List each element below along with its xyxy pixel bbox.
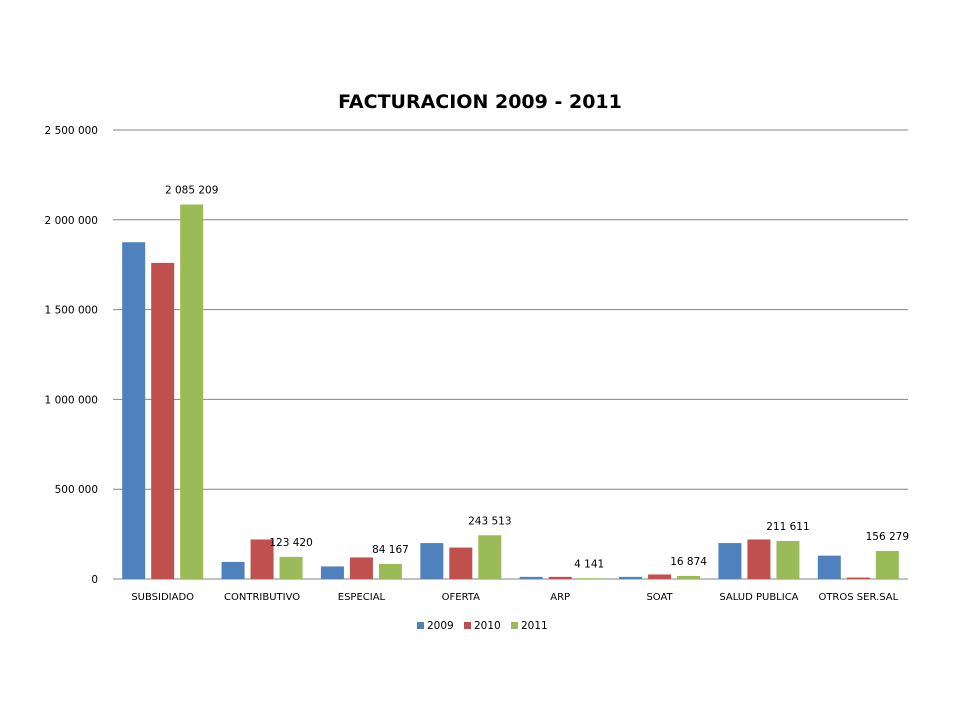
bar: [478, 535, 502, 579]
legend-swatch: [511, 622, 518, 629]
data-label: 84 167: [372, 544, 409, 556]
bar: [420, 543, 444, 579]
x-tick-label: OFERTA: [442, 592, 480, 603]
data-label: 16 874: [670, 556, 707, 568]
legend-swatch: [464, 622, 471, 629]
x-tick-label: CONTRIBUTIVO: [224, 592, 300, 603]
x-tick-label: SUBSIDIADO: [131, 592, 194, 603]
legend-label: 2010: [474, 620, 501, 632]
y-tick-label: 0: [91, 574, 98, 586]
data-label: 123 420: [269, 537, 312, 549]
data-label: 243 513: [468, 515, 511, 527]
bar: [648, 574, 672, 579]
bar: [378, 563, 402, 579]
bar: [718, 543, 742, 579]
data-label: 211 611: [766, 521, 809, 533]
data-label: 2 085 209: [165, 184, 218, 196]
data-labels: 2 085 209 123 420 84 167 243 513 4 141 16 874…: [165, 184, 909, 570]
data-label: 4 141: [574, 558, 604, 570]
chart-title: FACTURACION 2009 - 2011: [338, 91, 622, 113]
bar: [747, 539, 771, 579]
bar: [548, 576, 572, 579]
bar: [817, 555, 841, 579]
bar: [449, 547, 473, 579]
legend-label: 2011: [521, 620, 548, 632]
y-axis-ticks: 0 500 000 1 000 000 1 500 000 2 000 000 2 500…: [45, 125, 98, 586]
x-axis-ticks: SUBSIDIADO CONTRIBUTIVO ESPECIAL OFERTA ARP S…: [131, 592, 898, 603]
bar: [151, 262, 175, 579]
bar: [677, 575, 701, 579]
y-tick-label: 500 000: [55, 484, 98, 496]
x-tick-label: ESPECIAL: [338, 592, 386, 603]
bars: [122, 204, 899, 579]
y-tick-label: 2 000 000: [45, 215, 98, 227]
bar: [279, 556, 303, 579]
bar: [875, 550, 899, 579]
bar: [250, 539, 274, 579]
x-tick-label: ARP: [550, 592, 570, 603]
x-tick-label: OTROS SER.SAL: [818, 592, 898, 603]
bar: [619, 576, 643, 579]
bar: [320, 566, 344, 579]
bar: [349, 557, 373, 579]
bar: [519, 576, 543, 579]
y-tick-label: 1 000 000: [45, 394, 98, 406]
data-label: 156 279: [866, 531, 909, 543]
bar: [180, 204, 204, 579]
bar: [122, 242, 146, 579]
bar: [577, 578, 601, 579]
legend-swatch: [417, 622, 424, 629]
x-tick-label: SALUD PUBLICA: [719, 592, 798, 603]
y-tick-label: 2 500 000: [45, 125, 98, 137]
x-tick-label: SOAT: [646, 592, 673, 603]
bar: [846, 577, 870, 579]
gridlines: [113, 129, 908, 580]
y-tick-label: 1 500 000: [45, 305, 98, 317]
bar: [221, 561, 245, 579]
legend-label: 2009: [427, 620, 454, 632]
legend: 2009 2010 2011: [417, 620, 548, 632]
bar: [776, 540, 800, 579]
